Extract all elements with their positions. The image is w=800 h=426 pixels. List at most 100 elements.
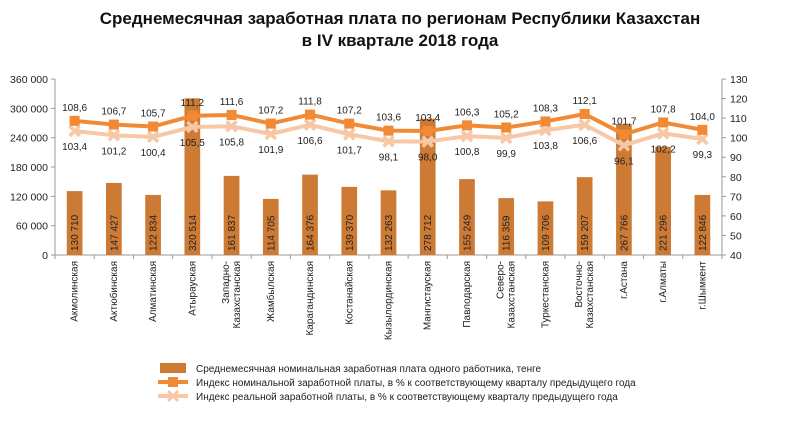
y-right-tick-label: 130 [730,74,748,86]
x-tick-label: Туркестанская [540,261,551,328]
nominal-value-label: 108,6 [62,103,87,114]
nominal-index-point [383,125,394,136]
bar [223,175,240,255]
y-left-tick-label: 300 000 [10,103,48,115]
y-right-tick-label: 100 [730,133,748,145]
x-tick-label: Кызылординская [384,261,395,340]
x-tick-label: Атырауская [187,261,198,316]
real-value-label: 105,5 [180,138,205,149]
bar-value-label: 155 249 [462,214,473,251]
nominal-index-point [226,109,237,120]
nominal-value-label: 107,8 [651,104,676,115]
series-lines [68,109,709,152]
real-value-label: 98,0 [418,153,438,164]
bar-value-label: 130 710 [70,214,81,251]
real-index-point [421,135,434,148]
x-tick-label: Павлодарская [462,261,473,328]
x-tick-label: Костанайская [344,261,355,325]
bar-value-label: 320 514 [188,214,199,251]
real-value-label: 103,4 [62,142,87,153]
nominal-index-point [461,120,472,131]
nominal-index-point [69,115,80,126]
chart-title: Среднемесячная заработная плата по регио… [100,9,700,50]
y-right-tick-label: 60 [730,211,742,223]
real-index-point [460,129,474,143]
x-tick-label: Актюбинская [108,261,120,322]
nominal-value-label: 112,1 [573,96,598,107]
x-tick-label: Западно-Казахстанская [221,261,243,328]
bar-value-label: 164 376 [306,214,317,251]
nominal-value-label: 107,2 [258,106,283,117]
real-value-label: 106,6 [572,136,597,147]
nominal-value-label: 111,2 [181,98,205,109]
bar-value-label: 221 296 [659,214,670,251]
real-value-label: 101,7 [337,145,362,156]
bar [537,201,554,255]
bar-value-label: 161 837 [227,214,238,251]
bar-value-label: 109 706 [541,214,552,251]
real-value-label: 99,3 [693,150,713,161]
y-left-tick-label: 360 000 [10,74,48,86]
y-left-tick-label: 0 [42,250,48,262]
x-tick-label: Мангистауская [423,261,434,330]
y-right-tick-label: 120 [730,94,748,106]
title-line-1: Среднемесячная заработная плата по регио… [100,9,700,28]
real-index-point [186,120,199,134]
y-right-tick-label: 90 [730,152,742,164]
x-tick-label-line: Северо- [496,261,507,299]
y-left-tick-label: 240 000 [10,133,48,145]
x-tick-label-line: Актюбинская [108,261,120,322]
real-index-point [578,118,591,131]
legend: Среднемесячная номинальная заработная пл… [158,363,636,403]
nominal-index-point [579,109,590,120]
legend-label-1: Среднемесячная номинальная заработная пл… [196,363,542,375]
real-index-point [617,139,631,152]
nominal-value-label: 111,8 [298,97,322,108]
bar [655,146,671,255]
nominal-value-label: 107,2 [337,106,362,117]
bar-value-label: 132 263 [384,214,395,251]
real-value-label: 101,9 [258,145,283,156]
real-value-label: 103,8 [533,141,558,152]
bar [498,198,515,255]
legend-swatch-nominal-marker [168,377,178,387]
x-tick-label-line: Акмолинская [70,261,81,322]
nominal-index-point [344,118,355,129]
x-tick-label-line: г.Алматы [658,261,669,303]
y-right-tick-label: 110 [730,113,747,125]
axes: 0 60 000 120 000 180 000 240 000 300 000 360 0… [10,74,748,340]
bar [380,190,397,255]
bar-value-label: 114 705 [266,215,277,251]
real-index-point [146,130,160,144]
nominal-value-label: 101,7 [611,116,636,127]
x-tick-label-line: Казахстанская [507,261,518,328]
x-tick-label-line: г.Астана [619,261,630,299]
x-tick-label: Карагандинская [305,261,316,336]
nominal-value-label: 105,7 [141,109,166,120]
real-index-point [343,128,356,141]
real-value-label: 101,2 [101,146,126,157]
y-right-tick-label: 40 [730,250,742,262]
bar [419,118,436,255]
nominal-index-point [265,118,276,129]
nominal-index-point [501,122,512,133]
x-tick-label-line: Казахстанская [585,261,596,328]
y-right-tick-label: 50 [730,230,742,242]
real-index-point [499,131,513,145]
y-right-tick-label: 80 [730,172,742,184]
legend-swatch-real-marker [166,389,180,403]
bar [262,198,279,255]
y-left-tick-label: 60 000 [16,221,48,233]
y-left-tick-label: 180 000 [10,162,48,174]
x-tick-label: г.Шымкент [697,261,708,310]
x-tick-label-line: Восточно- [574,261,585,308]
bar [616,124,632,255]
nominal-value-label: 104,0 [690,112,715,123]
bar [66,191,83,255]
nominal-value-label: 106,3 [454,107,479,118]
x-tick-label-line: Жамбылская [265,261,277,322]
legend-label-2: Индекс номинальной заработной платы, в %… [196,377,636,389]
nominal-index-point [108,119,119,130]
bar [106,182,122,255]
